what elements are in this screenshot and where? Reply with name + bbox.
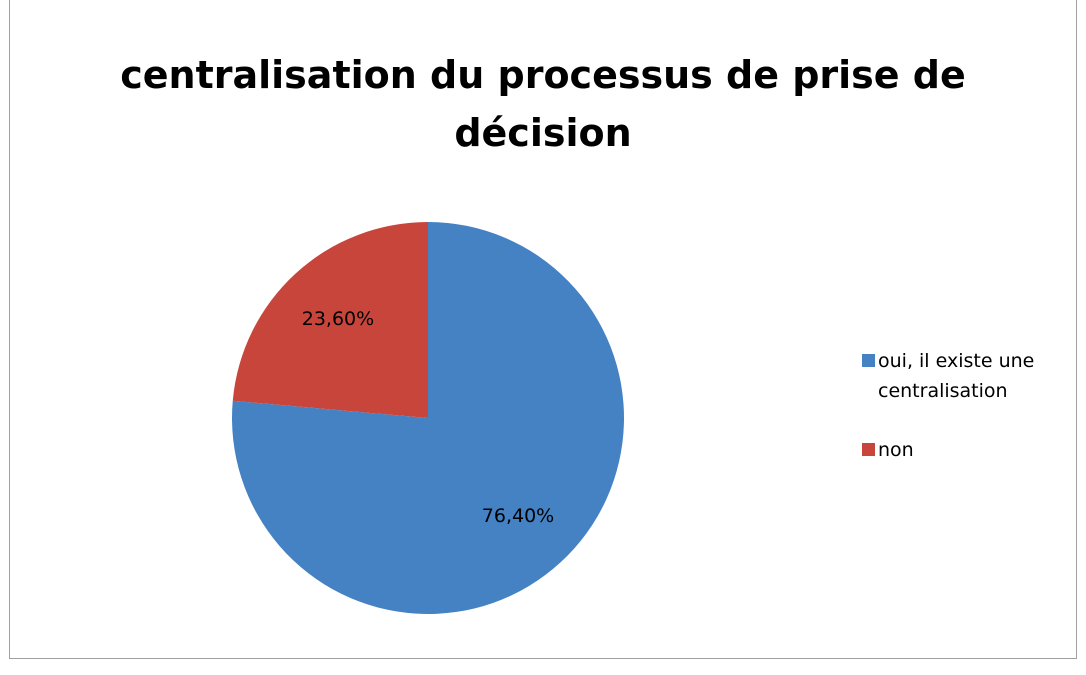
- data-label: 76,40%: [482, 505, 554, 527]
- legend-text: non: [878, 439, 914, 461]
- legend-swatch: [862, 354, 875, 367]
- legend-text: oui, il existe une centralisation: [878, 350, 1035, 402]
- legend-item: oui, il existe une centralisation: [862, 346, 1048, 406]
- pie-slice: [232, 222, 428, 418]
- legend-item: non: [862, 435, 1048, 465]
- legend-swatch: [862, 443, 875, 456]
- data-label: 23,60%: [302, 308, 374, 330]
- chart-title: centralisation du processus de prise de …: [120, 53, 966, 155]
- chart-area: [9, 0, 1077, 659]
